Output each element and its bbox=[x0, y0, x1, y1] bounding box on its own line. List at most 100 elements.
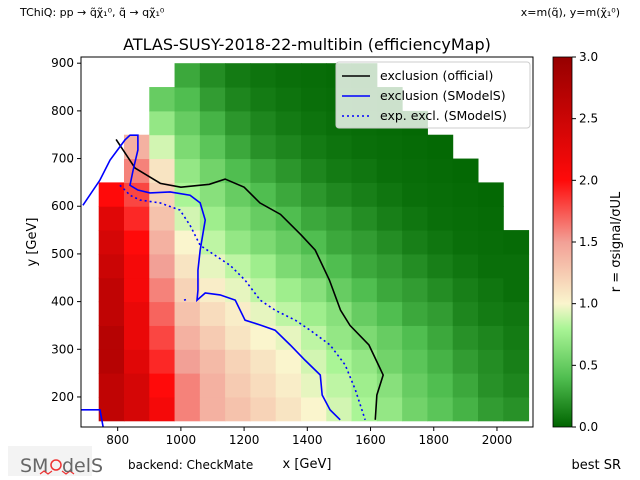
heatmap-cell bbox=[149, 206, 176, 231]
heatmap-cell bbox=[452, 230, 479, 255]
colorbar-ticks: 0.0 0.5 1.0 1.5 2.0 2.5 3.0 bbox=[572, 50, 598, 434]
heatmap-cell bbox=[199, 301, 226, 326]
heatmap-cell bbox=[351, 277, 378, 303]
x-tick-label: 1200 bbox=[229, 433, 260, 447]
heatmap-cell bbox=[427, 396, 454, 422]
heatmap-cell bbox=[478, 396, 504, 422]
process-label: TChiQ: pp → q̃χ̃₁⁰, q̃ → qχ̃₁⁰ bbox=[19, 6, 165, 19]
heatmap-cell bbox=[149, 325, 176, 350]
heatmap-cell bbox=[427, 182, 454, 207]
heatmap-cell bbox=[326, 373, 353, 398]
heatmap-cell bbox=[427, 253, 454, 279]
heatmap-cell bbox=[503, 277, 530, 303]
heatmap-cell bbox=[351, 373, 378, 398]
x-axis-label: x [GeV] bbox=[283, 457, 332, 472]
heatmap-cell bbox=[174, 158, 201, 183]
heatmap-cell bbox=[275, 158, 302, 183]
heatmap-cell bbox=[98, 253, 125, 279]
heatmap-cell bbox=[376, 230, 403, 255]
heatmap-cell bbox=[123, 277, 150, 303]
heatmap-cell bbox=[376, 277, 403, 303]
heatmap-cell bbox=[300, 134, 327, 160]
heatmap-cell bbox=[250, 277, 277, 303]
heatmap-cell bbox=[478, 301, 504, 326]
colorbar-label: r = σsignal/σUL bbox=[609, 191, 624, 292]
heatmap-cell bbox=[174, 373, 201, 398]
heatmap-cell bbox=[199, 349, 226, 374]
y-tick-label: 700 bbox=[51, 152, 74, 166]
x-tick-label: 2000 bbox=[482, 433, 513, 447]
heatmap-cell bbox=[149, 253, 176, 279]
heatmap-cell bbox=[427, 301, 454, 326]
heatmap-cell bbox=[199, 373, 226, 398]
heatmap-cell bbox=[98, 277, 125, 303]
heatmap-cell bbox=[478, 230, 504, 255]
heatmap-cell bbox=[376, 158, 403, 183]
x-tick-label: 1000 bbox=[166, 433, 197, 447]
colorbar-tick-label: 2.5 bbox=[579, 112, 598, 126]
heatmap-cell bbox=[225, 373, 251, 398]
heatmap-cell bbox=[402, 325, 428, 350]
contour-exp-excl-smodels- bbox=[119, 184, 366, 421]
heatmap-cell bbox=[275, 182, 302, 207]
heatmap-cell bbox=[376, 253, 403, 279]
svg-text:delS: delS bbox=[62, 455, 103, 477]
heatmap-cell bbox=[452, 396, 479, 422]
heatmap-cell bbox=[351, 253, 378, 279]
colorbar bbox=[552, 56, 573, 428]
heatmap-cell bbox=[300, 158, 327, 183]
heatmap-cell bbox=[452, 349, 479, 374]
heatmap-cell bbox=[275, 396, 302, 422]
heatmap-cell bbox=[149, 134, 176, 160]
y-axis: 200 300 400 500 600 700 800 900 bbox=[51, 56, 81, 404]
heatmap-cell bbox=[351, 230, 378, 255]
legend-entry: exclusion (SModelS) bbox=[380, 88, 506, 103]
heatmap-cell bbox=[199, 396, 226, 422]
heatmap-cell bbox=[427, 277, 454, 303]
heatmap-cell bbox=[250, 158, 277, 183]
heatmap-cell bbox=[452, 325, 479, 350]
heatmap-cell bbox=[300, 230, 327, 255]
heatmap-cell bbox=[326, 158, 353, 183]
y-tick-label: 500 bbox=[51, 247, 74, 261]
heatmap-cell bbox=[98, 396, 125, 422]
heatmap-cell bbox=[300, 396, 327, 422]
heatmap-cell bbox=[351, 301, 378, 326]
heatmap-cell bbox=[427, 158, 454, 183]
heatmap-cell bbox=[275, 349, 302, 374]
legend-entry: exp. excl. (SModelS) bbox=[380, 108, 507, 123]
heatmap-cell bbox=[225, 396, 251, 422]
heatmap-cell bbox=[402, 206, 428, 231]
heatmap-cell bbox=[503, 325, 530, 350]
heatmap-cell bbox=[402, 396, 428, 422]
heatmap-cell bbox=[275, 230, 302, 255]
heatmap-cell bbox=[503, 253, 530, 279]
heatmap-cell bbox=[199, 158, 226, 183]
heatmap-cell bbox=[250, 396, 277, 422]
heatmap-cell bbox=[225, 349, 251, 374]
heatmap-cell bbox=[452, 158, 479, 183]
y-tick-label: 300 bbox=[51, 342, 74, 356]
heatmap-cell bbox=[123, 182, 150, 207]
y-tick-label: 900 bbox=[51, 56, 74, 70]
heatmap-cell bbox=[402, 158, 428, 183]
heatmap-cell bbox=[300, 325, 327, 350]
heatmap-cell bbox=[427, 349, 454, 374]
heatmap-cell bbox=[376, 373, 403, 398]
heatmap-cell bbox=[174, 253, 201, 279]
heatmap-cell bbox=[123, 325, 150, 350]
heatmap-cell bbox=[351, 206, 378, 231]
heatmap-cell bbox=[300, 373, 327, 398]
heatmap-cell bbox=[225, 110, 251, 136]
heatmap-cell bbox=[149, 182, 176, 207]
heatmap-cell bbox=[149, 396, 176, 422]
heatmap-cell bbox=[300, 301, 327, 326]
heatmap-cell bbox=[250, 134, 277, 160]
heatmap-cell bbox=[199, 182, 226, 207]
heatmap-cell bbox=[478, 253, 504, 279]
heatmap-cell bbox=[149, 110, 176, 136]
heatmap-cell bbox=[225, 158, 251, 183]
heatmap-cell bbox=[199, 134, 226, 160]
x-tick-label: 1600 bbox=[355, 433, 386, 447]
heatmap-cell bbox=[123, 301, 150, 326]
